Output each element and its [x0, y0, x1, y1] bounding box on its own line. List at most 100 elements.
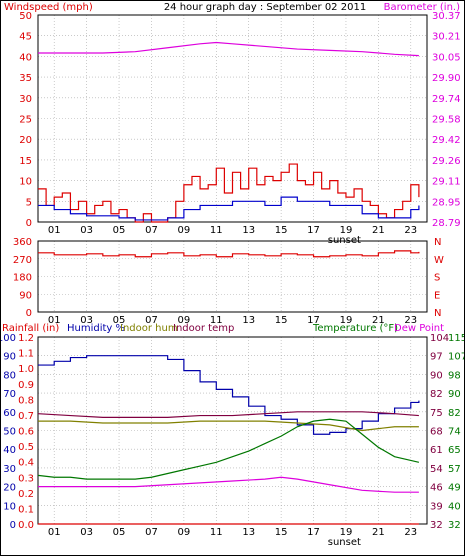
humidity-tick-label: 30: [3, 464, 16, 475]
barometer-tick-label: 30.21: [432, 32, 461, 43]
wind-panel-xtick-label: 03: [80, 225, 93, 236]
rainfall-tick-label: 0.5: [18, 442, 34, 453]
indoor-temp-tick-label: 39: [430, 501, 443, 512]
humidity-tick-label: 50: [3, 427, 16, 438]
windspeed-tick-label: 15: [19, 156, 32, 167]
humidity-tick-label: 80: [3, 370, 16, 381]
direction-panel-xtick-label: 19: [340, 315, 353, 326]
humidity-tick-label: 20: [3, 483, 16, 494]
rainfall-tick-label: 1.0: [18, 364, 34, 375]
direction-tick-label: 0: [26, 308, 32, 319]
direction-panel-xtick-label: 03: [80, 315, 93, 326]
direction-panel-xtick-label: 11: [210, 315, 223, 326]
indoor-temp-tick-label: 82: [430, 389, 443, 400]
rainfall-tick-label: 0.8: [18, 395, 34, 406]
rainfall-tick-label: 1.1: [18, 349, 34, 360]
barometer-line: [38, 41, 419, 57]
barometer-tick-label: 29.26: [432, 156, 461, 167]
temp-panel-xtick-label: 23: [404, 527, 417, 538]
temperature-tick-label: 74: [448, 427, 461, 438]
temperature-tick-label: 98: [448, 370, 461, 381]
direction-panel-xtick-label: 01: [48, 315, 61, 326]
indoor-temp-tick-label: 68: [430, 427, 443, 438]
compass-tick-label: N: [434, 237, 441, 248]
temp-panel-xtick-label: 03: [80, 527, 93, 538]
barometer-tick-label: 29.90: [432, 73, 461, 84]
humidity-tick-label: 70: [3, 389, 16, 400]
indoor-temp-tick-label: 46: [430, 483, 443, 494]
direction-panel-xtick-label: 21: [372, 315, 385, 326]
barometer-tick-label: 29.42: [432, 135, 461, 146]
wind-average-line: [38, 196, 420, 221]
wind-panel-xtick-label: 17: [307, 225, 320, 236]
barometer-tick-label: 28.95: [432, 197, 461, 208]
temperature-tick-label: 32: [448, 520, 461, 531]
indoor-hum-line: [38, 420, 419, 432]
wind-panel-xtick-label: 01: [48, 225, 61, 236]
wind-direction-line: [38, 250, 420, 258]
wind-barometer-panel: 5045403530252015105030.3730.2130.0529.90…: [19, 11, 460, 246]
temp-panel-xtick-label: 19: [340, 527, 353, 538]
rainfall-tick-label: 1.2: [18, 333, 34, 344]
wind-panel-xtick-label: 21: [372, 225, 385, 236]
wind-panel-xtick-label: 19: [340, 225, 353, 236]
wind-panel-xtick-label: 07: [145, 225, 158, 236]
direction-panel-xtick-label: 09: [178, 315, 191, 326]
compass-tick-label: N: [434, 308, 441, 319]
wind-panel-xtick-label: 15: [275, 225, 288, 236]
direction-tick-label: 90: [19, 290, 32, 301]
direction-panel-frame: [37, 240, 428, 313]
compass-tick-label: S: [434, 273, 440, 284]
indoor-temp-label: Indoor temp: [173, 323, 234, 334]
humidity-tick-label: 10: [3, 501, 16, 512]
temp-panel-xtick-label: 05: [113, 527, 126, 538]
temp-panel-xtick-label: 17: [307, 527, 320, 538]
barometer-tick-label: 30.05: [432, 52, 461, 63]
windspeed-tick-label: 30: [19, 94, 32, 105]
dew-point-line: [38, 476, 419, 493]
temp-panel-sunset-label: sunset: [328, 537, 361, 548]
rainfall-tick-label: 0.9: [18, 380, 34, 391]
barometer-tick-label: 29.11: [432, 177, 461, 188]
direction-panel-xtick-label: 15: [275, 315, 288, 326]
humidity-tick-label: 0: [10, 520, 16, 531]
temp-panel-xtick-label: 21: [372, 527, 385, 538]
temperature-tick-label: 40: [448, 501, 461, 512]
wind-panel-xtick-label: 13: [242, 225, 255, 236]
temp-panel-xtick-label: 07: [145, 527, 158, 538]
direction-panel-xtick-label: 13: [242, 315, 255, 326]
wind-panel-xtick-label: 05: [113, 225, 126, 236]
wind-panel-xtick-label: 23: [404, 225, 417, 236]
indoor-temp-tick-label: 75: [430, 408, 443, 419]
indoor-temp-tick-label: 97: [430, 352, 443, 363]
wind-panel-xtick-label: 11: [210, 225, 223, 236]
wind-panel-frame: [37, 14, 428, 223]
rainfall-tick-label: 0.6: [18, 427, 34, 438]
windspeed-line: [38, 163, 420, 223]
temp-panel-xtick-label: 09: [178, 527, 191, 538]
temperature-label: Temperature (°F): [312, 323, 398, 334]
humidity-line: [38, 355, 420, 435]
compass-tick-label: W: [434, 255, 444, 266]
indoor-temp-tick-label: 61: [430, 445, 443, 456]
humidity-tick-label: 60: [3, 408, 16, 419]
indoor-temp-tick-label: 90: [430, 370, 443, 381]
temp-panel-xtick-label: 11: [210, 527, 223, 538]
humidity-label: Humidity %: [67, 323, 125, 334]
direction-tick-label: 360: [13, 237, 32, 248]
barometer-tick-label: 29.74: [432, 94, 461, 105]
barometer-tick-label: 29.58: [432, 115, 461, 126]
windspeed-tick-label: 45: [19, 32, 32, 43]
temperature-tick-label: 49: [448, 483, 461, 494]
barometer-tick-label: 28.79: [432, 218, 461, 229]
temp-panel-xtick-label: 13: [242, 527, 255, 538]
humidity-tick-label: 90: [3, 352, 16, 363]
windspeed-tick-label: 25: [19, 115, 32, 126]
direction-tick-label: 270: [13, 255, 32, 266]
direction-panel-xtick-label: 23: [404, 315, 417, 326]
temperature-tick-label: 107: [448, 352, 465, 363]
rainfall-tick-label: 0.1: [18, 504, 34, 515]
